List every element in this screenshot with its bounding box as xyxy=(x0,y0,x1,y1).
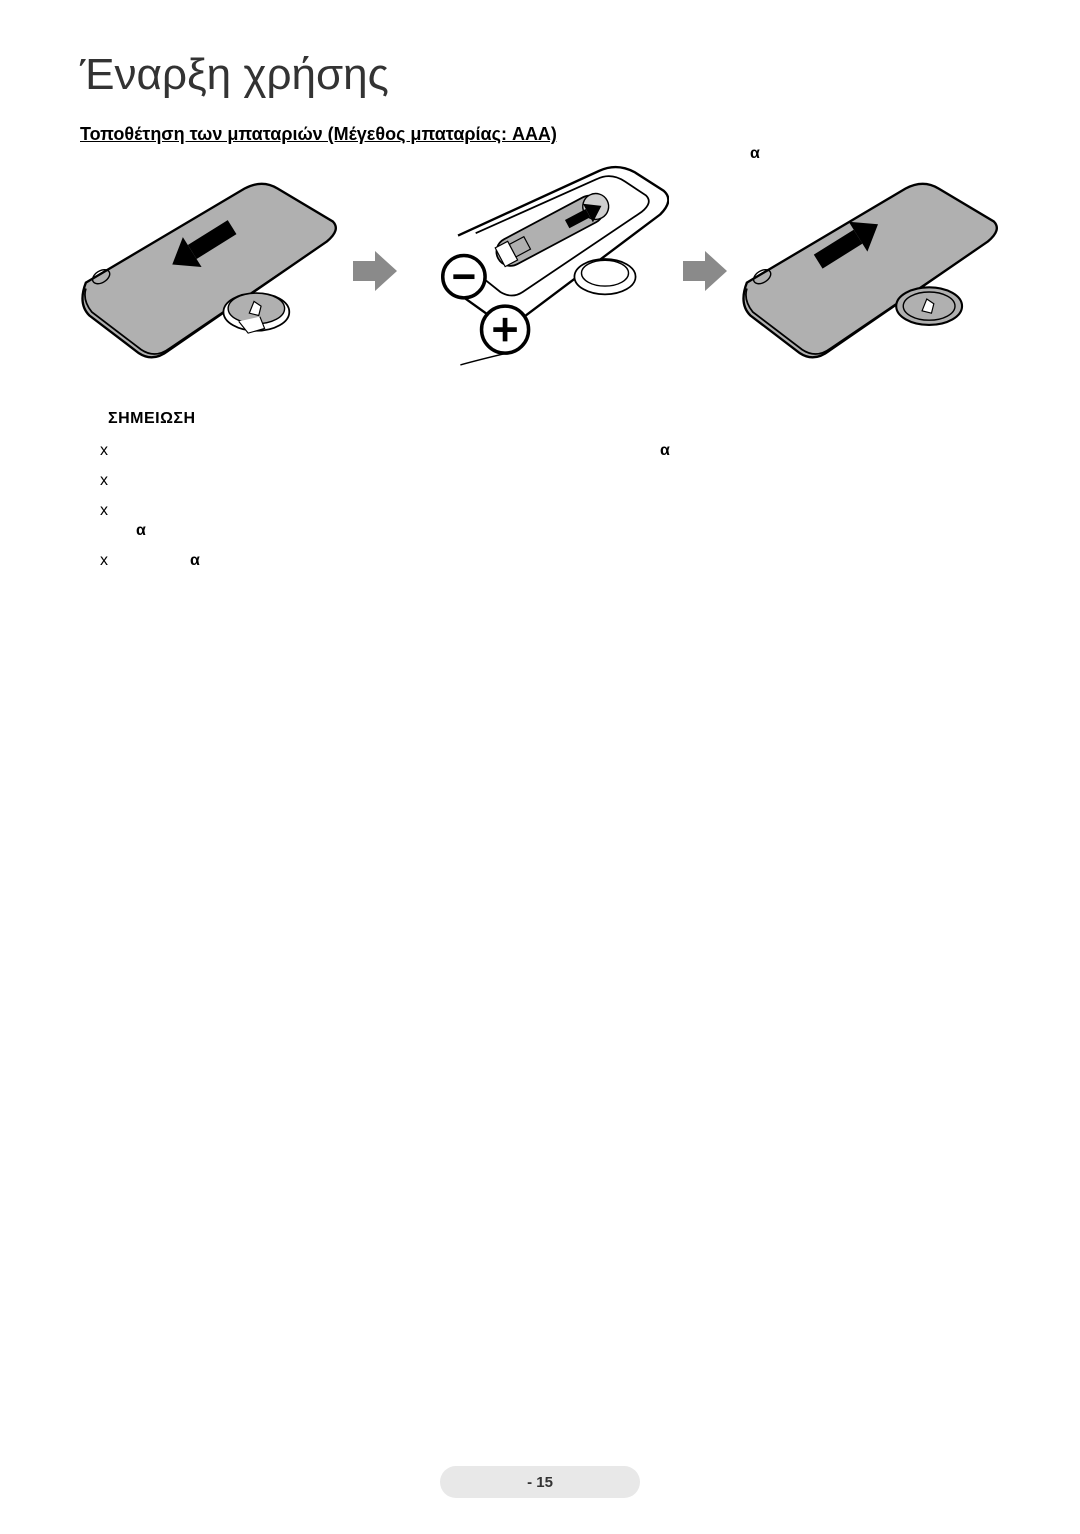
step-arrow-1 xyxy=(351,247,399,300)
page-number-pill: - 15 xyxy=(440,1466,640,1498)
note-list: α α α xyxy=(100,442,1000,572)
alpha-marker: α xyxy=(190,552,200,570)
battery-install-diagram: α xyxy=(80,165,1000,382)
section-subtitle: Τοποθέτηση των μπαταριών (Μέγεθος μπαταρ… xyxy=(80,124,1000,145)
step-arrow-2 xyxy=(681,247,729,300)
diagram-panel-1 xyxy=(80,165,339,382)
diagram-panel-3 xyxy=(741,165,1000,382)
alpha-marker: α xyxy=(750,145,760,163)
alpha-marker: α xyxy=(660,442,670,460)
note-item-4: α xyxy=(100,552,1000,572)
note-item-1: α xyxy=(100,442,1000,462)
alpha-marker: α xyxy=(136,522,146,540)
note-heading: ΣΗΜΕΙΩΣΗ xyxy=(108,410,1000,428)
diagram-panel-2 xyxy=(411,165,670,382)
page-title: Έναρξη χρήσης xyxy=(80,50,1000,100)
note-item-3: α xyxy=(100,502,1000,542)
note-item-2 xyxy=(100,472,1000,492)
